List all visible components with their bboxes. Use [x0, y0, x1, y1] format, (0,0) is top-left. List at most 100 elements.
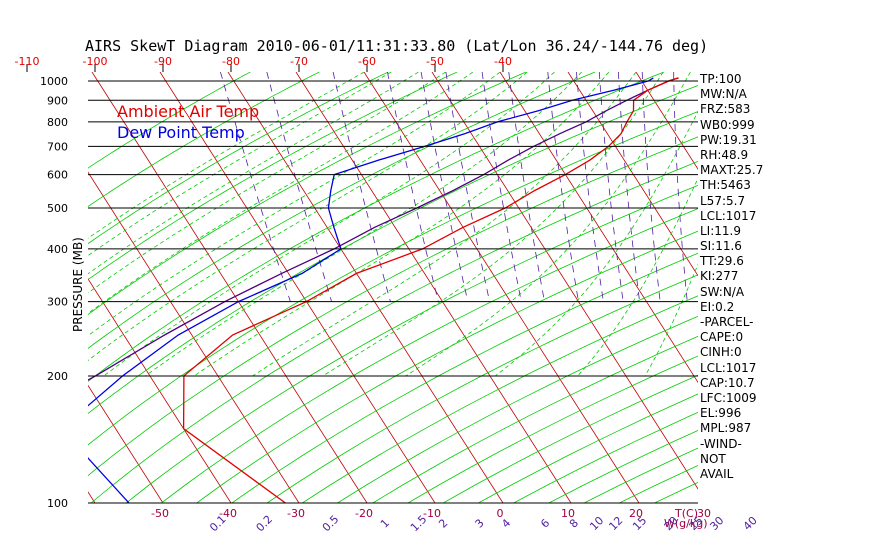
mixing-ratio-line	[481, 72, 522, 302]
side-panel-item: CINH:0	[700, 345, 742, 360]
side-panel-item: FRZ:583	[700, 102, 751, 117]
mixing-ratio-line	[547, 72, 579, 302]
dewpoint-series	[88, 77, 654, 503]
temperature-line	[182, 77, 679, 503]
isotherm-line	[635, 72, 698, 170]
mixing-ratio-line	[508, 72, 545, 302]
dewpoint-line	[88, 77, 654, 503]
dry-adiabat-line	[88, 72, 320, 207]
dry-adiabat-line	[302, 295, 698, 503]
isotherm-line	[88, 171, 300, 503]
side-panel-item: MAXT:25.7	[700, 163, 764, 178]
bottom-temperature-tick-label: -30	[287, 507, 305, 520]
parcel-line	[88, 77, 679, 381]
side-panel-item: LCL:1017	[700, 360, 757, 375]
side-panel-item: EI:0.2	[700, 299, 735, 314]
isotherm-lines	[0, 72, 698, 503]
moist-adiabat-line	[577, 177, 698, 377]
top-temperature-tick-label: -70	[290, 55, 308, 68]
side-panel-item: SI:11.6	[700, 239, 742, 254]
mixing-ratio-unit-label: W(g/kg)	[664, 517, 708, 530]
pressure-tick-label: 900	[47, 94, 68, 107]
moist-adiabat-line	[644, 263, 698, 377]
side-panel-item: CAPE:0	[700, 330, 744, 345]
side-panel-item: NOT	[700, 451, 726, 466]
side-panel-item: MPL:987	[700, 421, 752, 436]
top-temperature-tick-label: -100	[83, 55, 108, 68]
mixing-ratio-line	[220, 72, 291, 302]
pressure-tick-label: 200	[47, 370, 68, 383]
mixing-ratio-tick-label: 12	[606, 514, 625, 533]
mixing-ratio-line	[266, 72, 332, 302]
isotherm-line	[159, 72, 436, 503]
mixing-ratio-tick-label: 2	[436, 516, 450, 530]
mixing-ratio-tick-label: 40	[741, 514, 760, 533]
dry-adiabat-line	[266, 274, 698, 503]
moist-adiabat-line	[88, 72, 446, 294]
dry-adiabat-line	[125, 184, 698, 503]
dry-adiabat-line	[337, 315, 698, 503]
mixing-ratio-line	[445, 72, 490, 302]
dry-adiabat-line	[196, 230, 698, 503]
mixing-ratio-line	[618, 72, 640, 302]
dry-adiabat-line	[88, 85, 698, 415]
side-panel-item: LCL:1017	[700, 208, 757, 223]
isotherm-line	[0, 72, 27, 503]
mixing-ratio-line	[576, 72, 604, 302]
mixing-ratio-line	[420, 72, 469, 302]
mixing-ratio-tick-label: 6	[538, 516, 552, 530]
moist-adiabat-line	[88, 72, 501, 337]
pressure-tick-label: 300	[47, 296, 68, 309]
top-temperature-tick-label: -40	[494, 55, 512, 68]
isotherm-line	[295, 72, 572, 503]
isotherm-line	[88, 278, 232, 503]
side-panel-item: LFC:1009	[700, 390, 757, 405]
pressure-tick-label: 500	[47, 202, 68, 215]
top-temperature-tick-label: -80	[222, 55, 240, 68]
side-panel-item: AVAIL	[700, 466, 734, 481]
moist-adiabat-lines	[88, 72, 698, 377]
moist-adiabat-line	[145, 72, 582, 377]
mixing-ratio-line	[387, 72, 439, 302]
chart-title: AIRS SkewT Diagram 2010-06-01/11:31:33.8…	[85, 37, 708, 55]
chart-legend: Ambient Air Temp Dew Point Temp	[117, 102, 259, 142]
bottom-temperature-tick-label: 0	[497, 507, 504, 520]
bottom-temperature-tick-label: -50	[151, 507, 169, 520]
legend-ambient-air-temp: Ambient Air Temp	[117, 102, 259, 121]
moist-adiabat-line	[103, 72, 555, 377]
side-panel-item: SW:N/A	[700, 284, 745, 299]
side-panel-item: WB0:999	[700, 117, 755, 132]
pressure-tick-label: 600	[47, 169, 68, 182]
isotherm-line	[363, 72, 640, 503]
pressure-tick-label: 700	[47, 140, 68, 153]
isotherm-line	[91, 72, 368, 503]
mixing-ratio-line	[673, 72, 688, 302]
isotherm-line	[567, 72, 698, 277]
moist-adiabat-line	[193, 72, 610, 377]
side-panel-item: MW:N/A	[700, 87, 747, 102]
top-temperature-tick-label: -90	[154, 55, 172, 68]
side-panel-item: -WIND-	[700, 436, 742, 451]
dry-adiabat-line	[90, 160, 698, 503]
mixing-ratio-line	[332, 72, 391, 302]
mixing-ratio-lines	[220, 72, 688, 302]
moist-adiabat-line	[88, 72, 419, 275]
pressure-tick-label: 100	[47, 497, 68, 510]
bottom-temperature-tick-label: 30	[697, 507, 711, 520]
side-panel-item: KI:277	[700, 269, 739, 284]
pressure-tick-label: 400	[47, 243, 68, 256]
pressure-tick-label: 800	[47, 116, 68, 129]
moist-adiabat-line	[88, 72, 392, 257]
side-panel-item: PW:19.31	[700, 132, 757, 147]
isobar-lines	[88, 80, 698, 504]
side-panel-item: TP:100	[700, 72, 742, 86]
moist-adiabat-line	[495, 110, 698, 377]
top-temperature-tick-label: -110	[15, 55, 40, 68]
mixing-ratio-tick-label: 4	[499, 516, 513, 530]
dry-adiabat-line	[88, 72, 389, 245]
bottom-temperature-tick-label: 10	[561, 507, 575, 520]
isotherm-line	[499, 72, 698, 384]
isotherm-line	[227, 72, 504, 503]
sounding-indices-panel: TP:100 MW:N/A FRZ:583 WB0:999 PW:19.31 RH:48.…	[700, 72, 865, 482]
mixing-ratio-tick-label: 0.2	[254, 513, 276, 535]
